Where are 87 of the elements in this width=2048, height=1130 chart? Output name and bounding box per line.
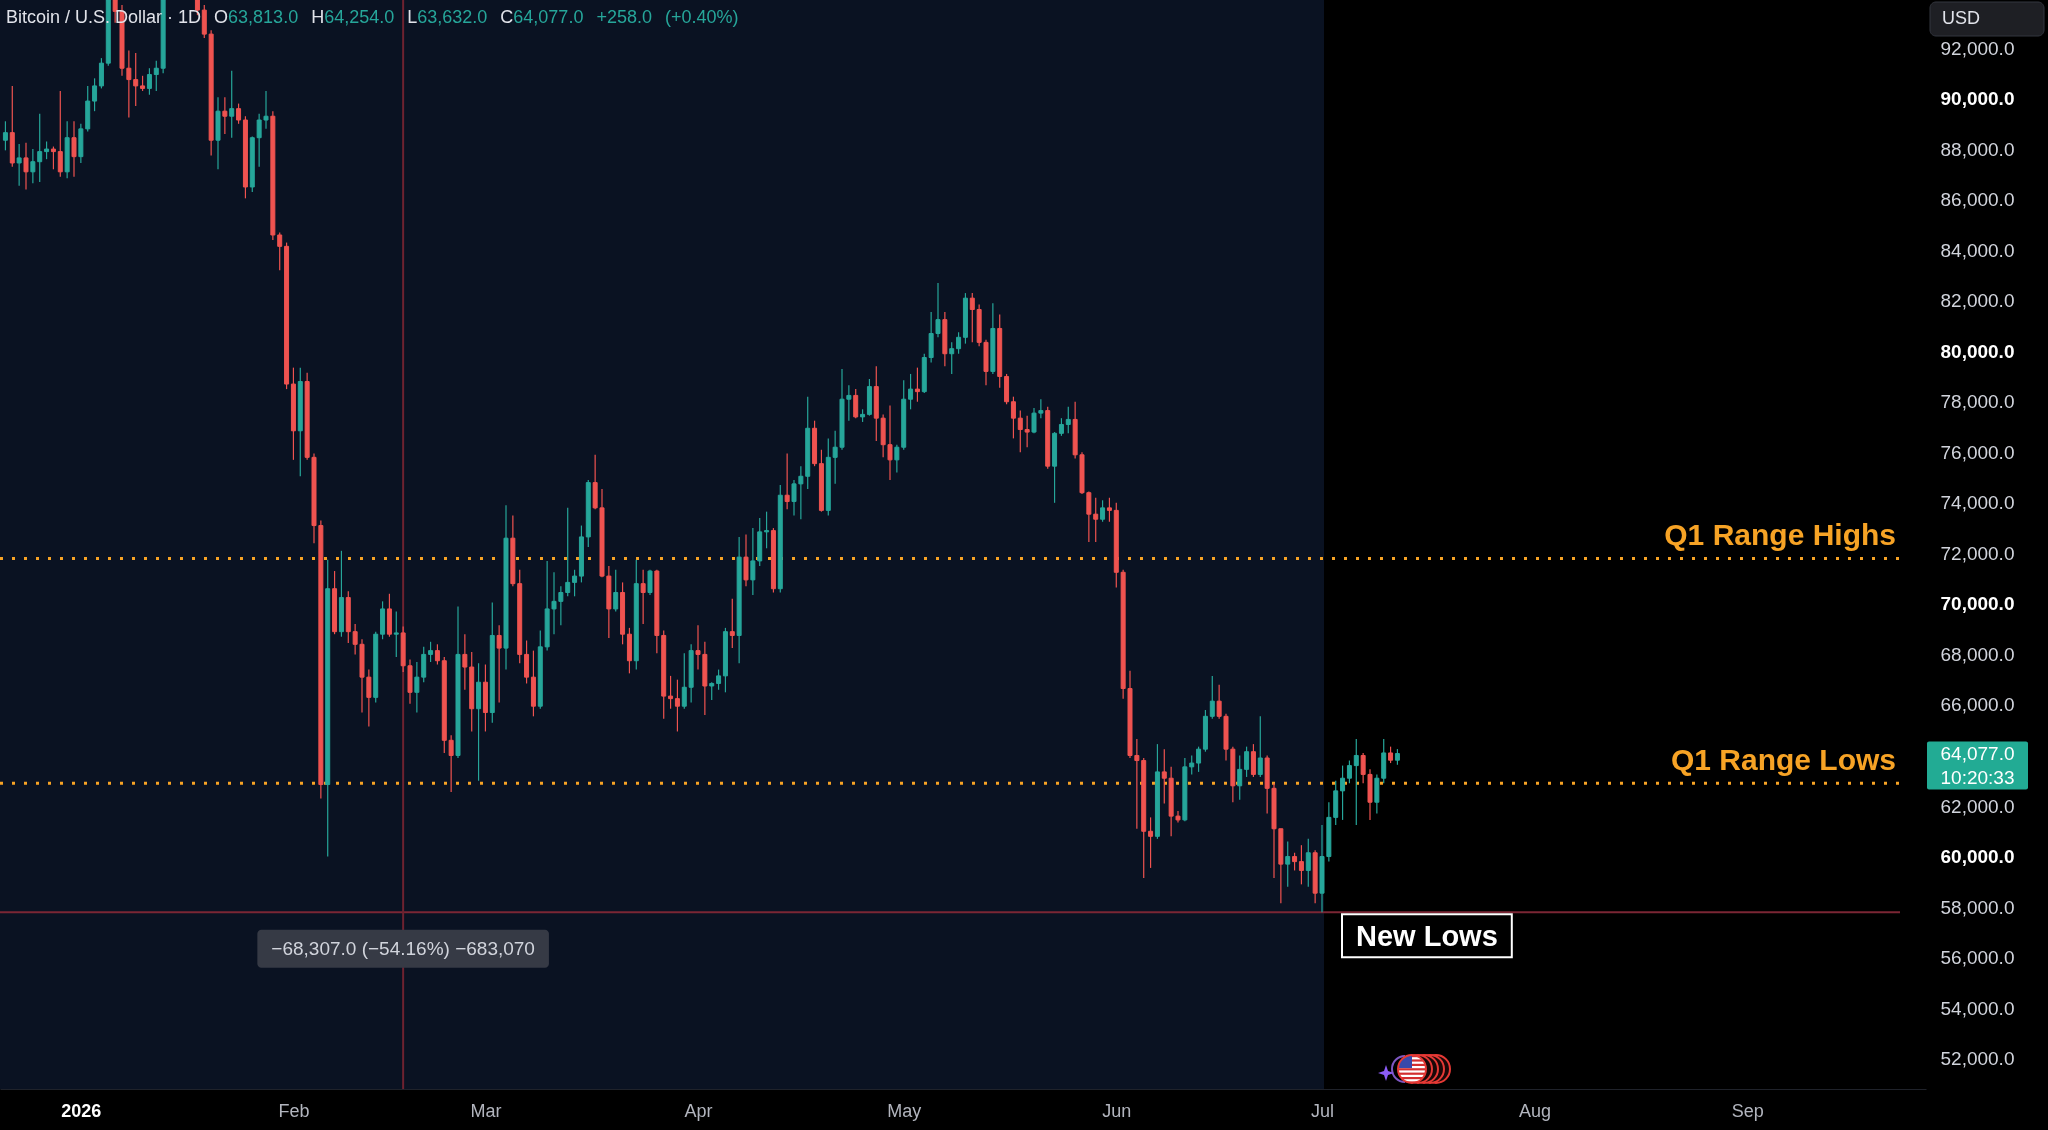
annotation: −68,307.0 (−54.16%) −683,070 — [271, 937, 535, 959]
candlestick — [956, 331, 962, 355]
candlestick — [428, 641, 434, 663]
candlestick — [1237, 754, 1243, 801]
candlestick — [1065, 406, 1071, 434]
text: 64,077.0 — [1940, 742, 2015, 764]
y-tick-label: 88,000.0 — [1940, 138, 2015, 160]
y-tick-label: 66,000.0 — [1940, 694, 2015, 716]
y-tick-label: 82,000.0 — [1940, 290, 2015, 312]
candlestick — [716, 668, 722, 691]
y-tick-label: 56,000.0 — [1940, 947, 2015, 969]
y-tick-label: 80,000.0 — [1940, 340, 2015, 362]
candlestick — [1250, 743, 1256, 778]
candlestick — [229, 70, 235, 139]
candlestick — [1106, 497, 1112, 523]
x-tick-label: Apr — [684, 1100, 713, 1121]
candlestick — [50, 145, 56, 170]
candlestick — [393, 610, 399, 658]
annotation: New Lows — [1355, 919, 1498, 952]
candlestick — [764, 511, 770, 549]
candlestick — [1298, 844, 1304, 885]
candlestick — [613, 569, 619, 613]
candlestick — [2, 120, 8, 151]
candlestick — [1353, 738, 1359, 826]
x-tick-label: Feb — [278, 1100, 310, 1121]
text: 10:20:33 — [1940, 766, 2015, 788]
candlestick — [1340, 764, 1346, 821]
ref-line-label: Q1 Range Highs — [1664, 518, 1896, 552]
y-tick-label: 70,000.0 — [1940, 593, 2015, 615]
text: USD — [1942, 8, 1981, 28]
candlestick — [16, 143, 22, 187]
candlestick — [1285, 840, 1291, 888]
y-tick-label: 60,000.0 — [1940, 846, 2015, 868]
y-tick-label: 62,000.0 — [1940, 795, 2015, 817]
candlestick — [729, 598, 735, 649]
candlestick — [57, 90, 63, 178]
y-tick-label: 76,000.0 — [1940, 441, 2015, 463]
candlestick — [222, 96, 228, 135]
candlestick — [647, 569, 653, 596]
candlestick — [1010, 396, 1016, 439]
chart-subtitle: O63,813.0 H64,254.0 L63,632.0 C64,077.0 +258.0 (+0.40%) — [214, 7, 739, 28]
candlestick — [949, 341, 955, 375]
y-tick-label: 84,000.0 — [1940, 239, 2015, 261]
y-tick-label: 78,000.0 — [1940, 391, 2015, 413]
candlestick — [1196, 746, 1202, 773]
x-tick-label: Mar — [470, 1100, 502, 1121]
candlestick — [640, 569, 646, 625]
y-tick-label: 86,000.0 — [1940, 189, 2015, 211]
candlestick — [784, 452, 790, 510]
candlestick — [1209, 675, 1215, 720]
x-tick-label: May — [887, 1100, 922, 1121]
y-tick-label: 92,000.0 — [1940, 37, 2015, 59]
x-tick-label: Aug — [1519, 1100, 1552, 1121]
candlestick — [1244, 746, 1250, 778]
y-tick-label: 68,000.0 — [1940, 643, 2015, 665]
candlestick — [1100, 499, 1106, 523]
candlestick — [434, 643, 440, 666]
candlestick — [743, 533, 749, 587]
y-tick-label: 52,000.0 — [1940, 1048, 2015, 1070]
candlestick — [668, 675, 674, 710]
candlestick — [908, 373, 914, 410]
candlestick — [524, 639, 530, 685]
candlestick — [236, 102, 242, 125]
candlestick — [1148, 816, 1154, 869]
x-tick-label: Jun — [1102, 1100, 1132, 1121]
candlestick — [853, 388, 859, 419]
candlestick — [23, 142, 29, 191]
x-tick-label: 2026 — [61, 1100, 102, 1121]
x-tick-label: Sep — [1731, 1100, 1764, 1121]
candlestick — [914, 367, 920, 403]
candlestick — [1305, 838, 1311, 888]
candlestick — [98, 57, 104, 90]
y-tick-label: 54,000.0 — [1940, 997, 2015, 1019]
candlestick — [146, 67, 152, 96]
candlestick — [572, 569, 578, 597]
ref-line-label: Q1 Range Lows — [1670, 743, 1896, 777]
candlestick — [1346, 759, 1352, 784]
candlestick — [71, 120, 77, 178]
x-tick-label: Jul — [1310, 1100, 1335, 1121]
y-tick-label: 58,000.0 — [1940, 896, 2015, 918]
y-tick-label: 74,000.0 — [1940, 492, 2015, 514]
candlestick — [1257, 715, 1263, 778]
candlestick — [674, 679, 680, 733]
candlestick — [496, 624, 502, 704]
candlestick — [92, 77, 98, 112]
y-tick-label: 90,000.0 — [1940, 88, 2015, 110]
y-tick-label: 72,000.0 — [1940, 542, 2015, 564]
